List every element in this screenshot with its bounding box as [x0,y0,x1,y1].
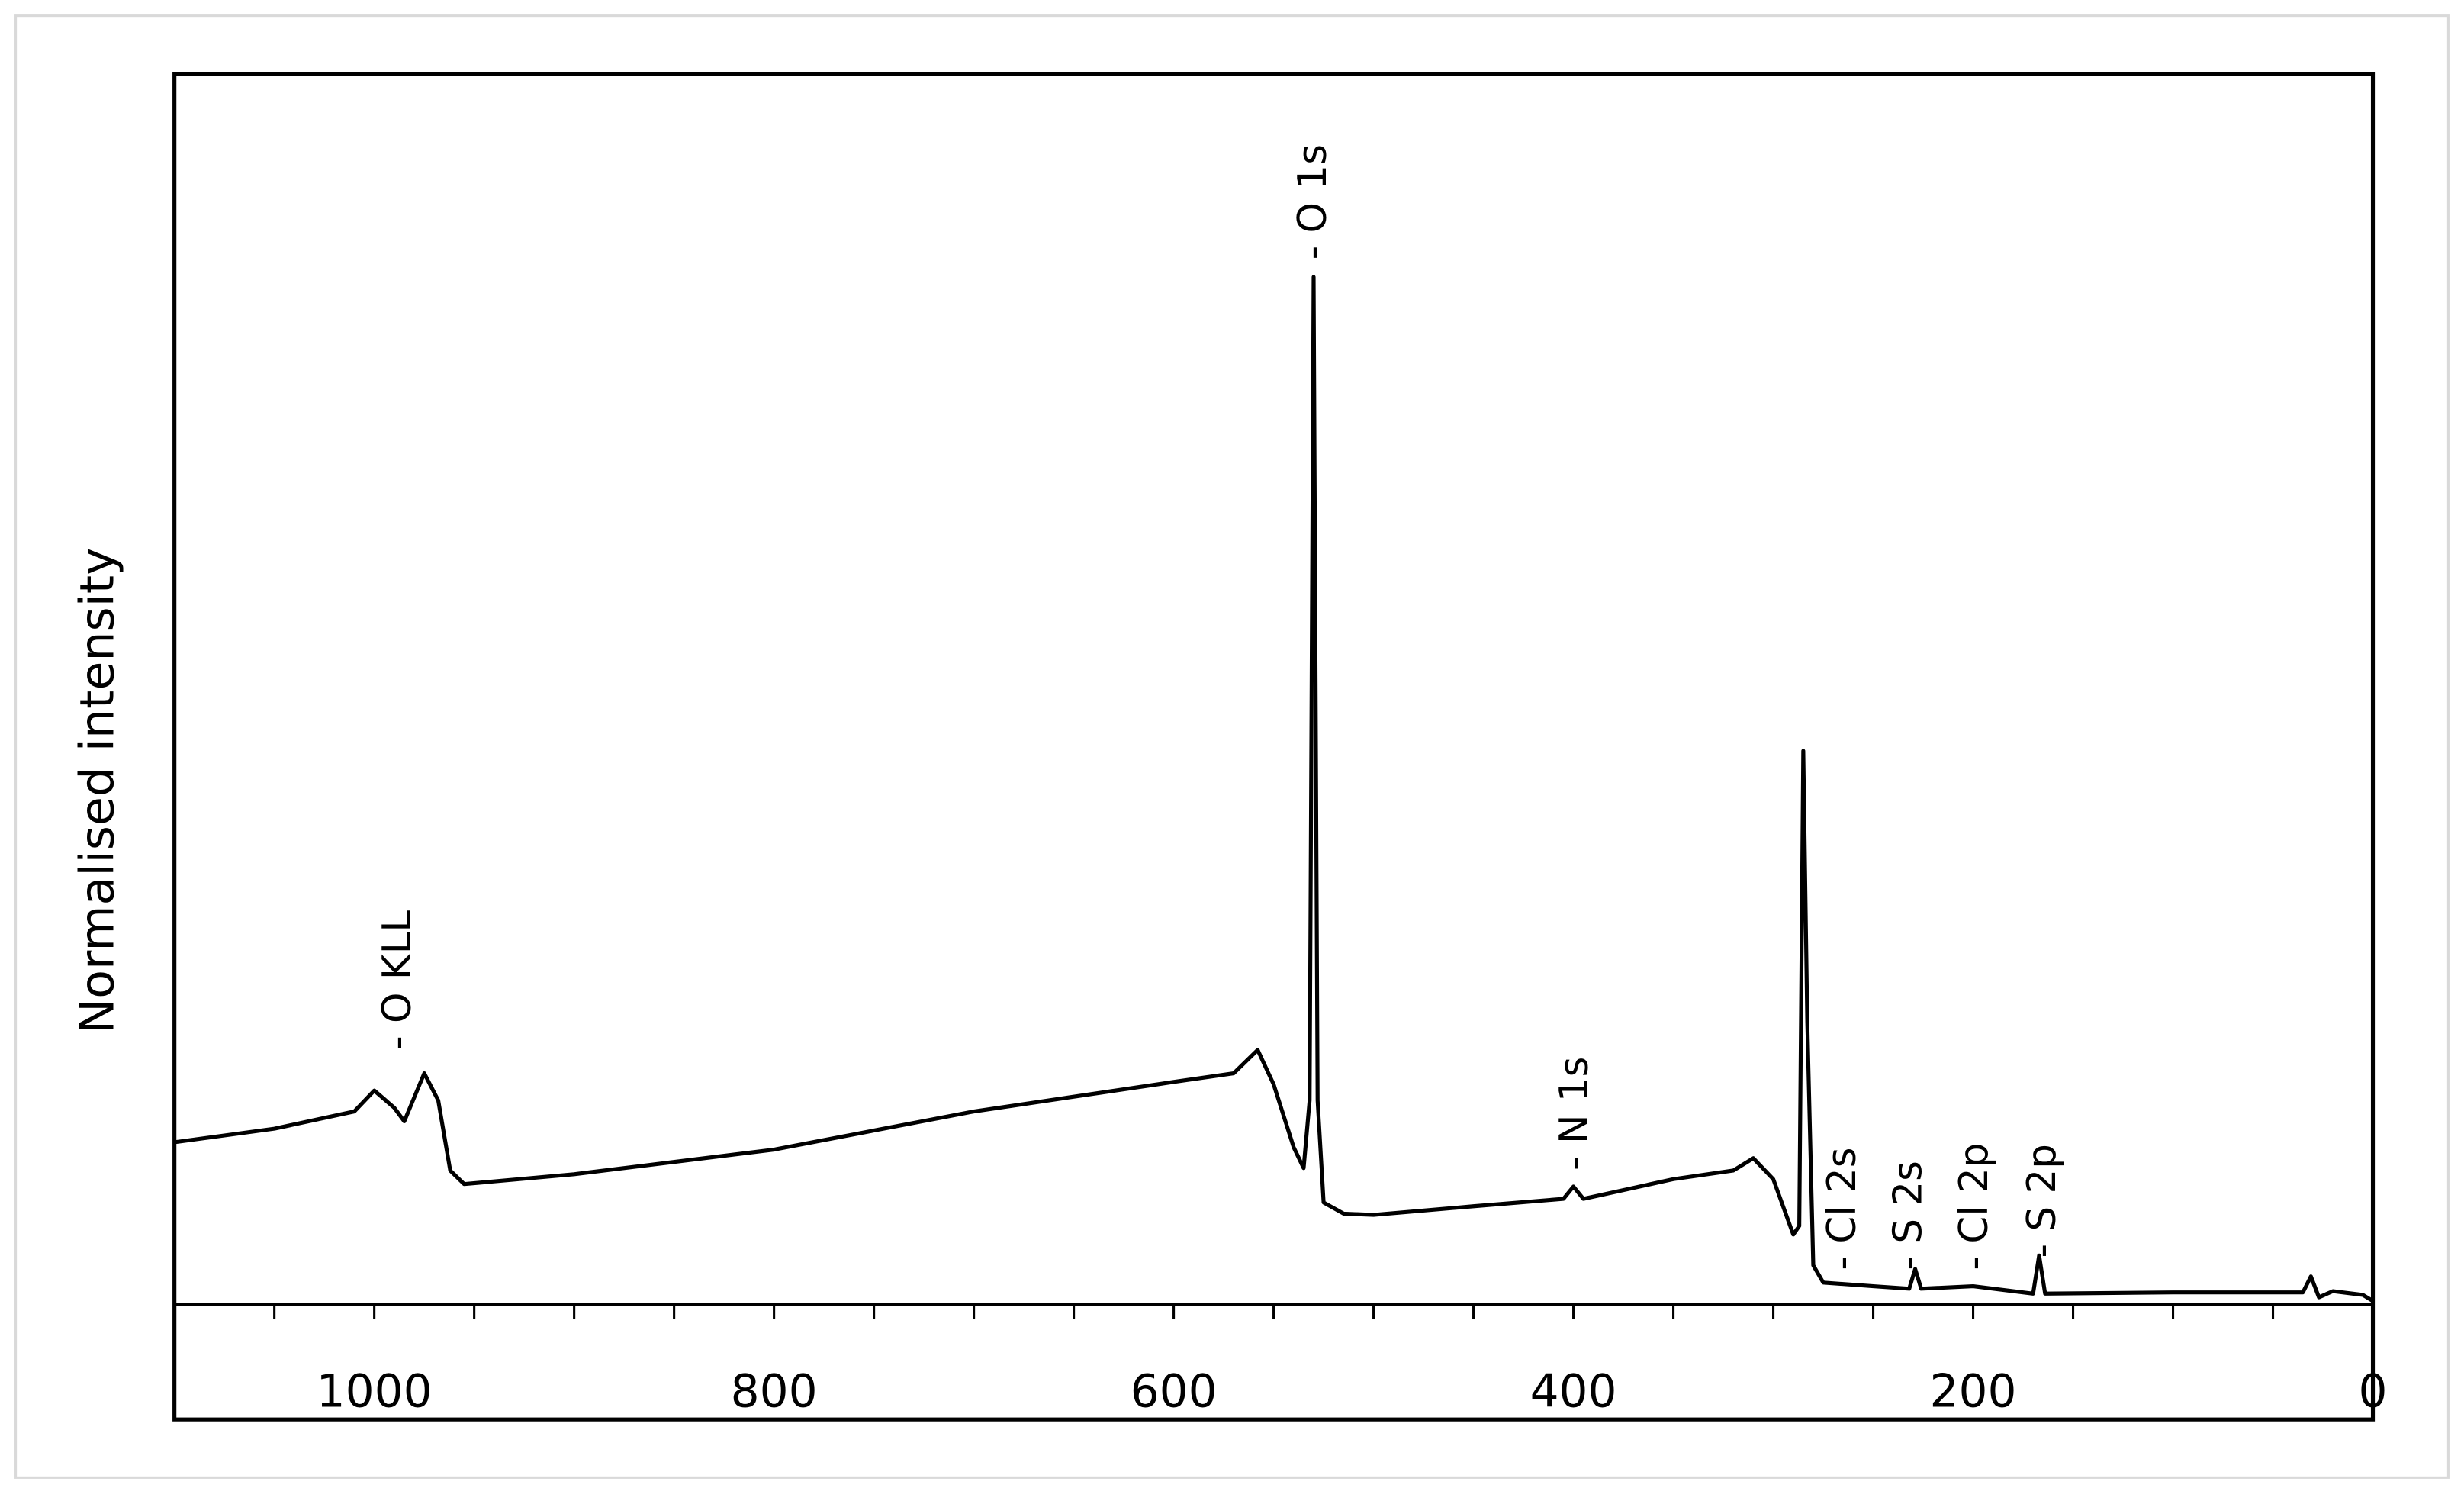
peak-label: - Cl 2s [1819,1147,1865,1270]
x-tick-label: 200 [1930,1366,2017,1419]
x-tick-label: 400 [1530,1366,1617,1419]
y-axis-label: Normalised intensity [69,547,124,1034]
plot-frame [172,72,2376,1422]
spectrum-line [174,275,2374,1303]
peak-label: - N 1s [1552,1057,1597,1171]
x-tick-label: 1000 [317,1366,433,1419]
peak-label: - S 2p [2019,1144,2065,1258]
x-tick-label: 0 [2359,1366,2388,1419]
peak-label: - O KLL [375,910,420,1050]
peak-label: - O 1s [1290,144,1336,259]
chart-border [14,14,2450,1479]
x-tick-label: 600 [1131,1366,1218,1419]
x-tick-label: 800 [731,1366,818,1419]
peak-label: - Cl 2p [1951,1143,1997,1271]
peak-label: - S 2s [1886,1161,1932,1271]
